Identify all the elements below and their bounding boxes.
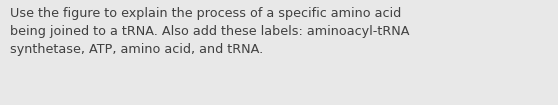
Text: Use the figure to explain the process of a specific amino acid
being joined to a: Use the figure to explain the process of… <box>10 7 410 56</box>
